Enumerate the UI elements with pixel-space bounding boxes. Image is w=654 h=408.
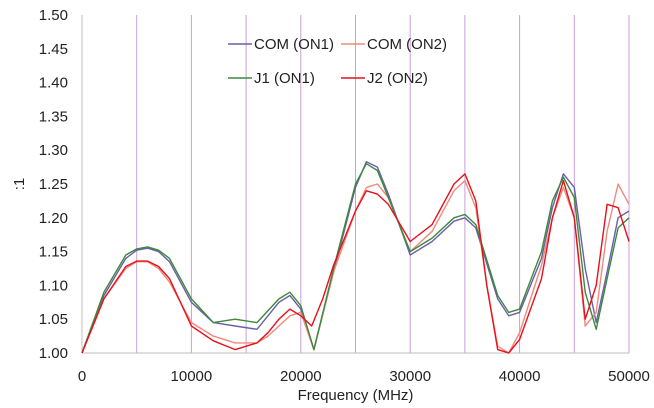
y-tick-label: 1.35	[39, 108, 68, 125]
y-tick-label: 1.45	[39, 41, 68, 58]
x-tick-label: 10000	[171, 368, 213, 385]
legend-label: COM (ON1)	[254, 36, 334, 53]
legend-label: J2 (ON2)	[367, 70, 428, 87]
x-axis-ticks: 0 10000 20000 30000 40000 50000	[78, 368, 650, 385]
y-tick-label: 1.00	[39, 345, 68, 362]
y-tick-label: 1.20	[39, 210, 68, 227]
y-tick-label: 1.50	[39, 7, 68, 24]
y-tick-label: 1.30	[39, 142, 68, 159]
x-tick-label: 0	[78, 368, 86, 385]
series-line	[81, 162, 630, 354]
legend: COM (ON1) COM (ON2) J1 (ON1) J2 (ON2)	[228, 36, 447, 87]
y-tick-label: 1.25	[39, 176, 68, 193]
x-tick-label: 40000	[499, 368, 541, 385]
series-layer	[81, 160, 630, 354]
legend-label: J1 (ON1)	[254, 70, 315, 87]
y-tick-label: 1.05	[39, 311, 68, 328]
x-tick-label: 50000	[608, 368, 650, 385]
y-tick-label: 1.40	[39, 75, 68, 92]
series-line	[81, 160, 630, 354]
series-line	[81, 173, 630, 354]
legend-label: COM (ON2)	[367, 36, 447, 53]
axes	[81, 15, 629, 354]
x-tick-label: 20000	[280, 368, 322, 385]
y-axis-ticks: 1.00 1.05 1.10 1.15 1.20 1.25 1.30 1.35 1.40 1.45…	[39, 7, 68, 362]
y-tick-label: 1.10	[39, 277, 68, 294]
x-tick-label: 30000	[389, 368, 431, 385]
x-axis-title: Frequency (MHz)	[298, 387, 414, 404]
y-axis-title: :1	[11, 178, 28, 191]
y-tick-label: 1.15	[39, 244, 68, 261]
